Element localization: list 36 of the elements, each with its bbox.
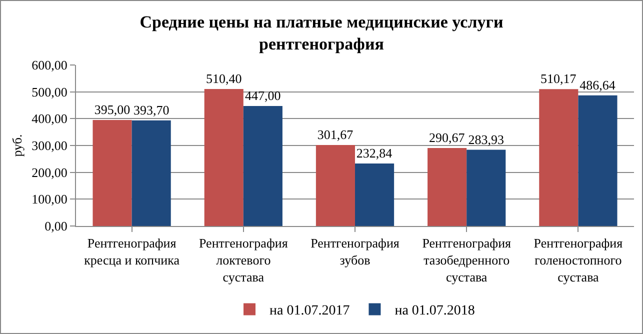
y-tick-label: 200,00 <box>32 164 68 180</box>
data-label: 393,70 <box>133 102 170 118</box>
chart-title: Средние цены на платные медицинские услуги рентгенография <box>140 12 504 54</box>
y-tick-label: 500,00 <box>32 84 68 100</box>
bar <box>204 89 244 226</box>
bar <box>132 120 171 226</box>
data-label: 290,67 <box>428 130 466 145</box>
legend-label: на 01.07.2017 <box>270 304 350 319</box>
bar <box>539 89 578 226</box>
bar <box>243 106 282 226</box>
bar <box>355 164 394 226</box>
y-tick-label: 300,00 <box>32 138 68 154</box>
x-tick-label: Рентгенография кресца и копчика <box>84 236 180 268</box>
x-tick-label: Рентгенография тазобедренного сустава <box>422 236 512 284</box>
x-tick-label: Рентгенография зубов <box>310 236 400 268</box>
y-tick-label: 0,00 <box>44 218 68 234</box>
y-axis-title: руб. <box>10 134 25 157</box>
y-tick-label: 600,00 <box>32 58 68 73</box>
data-label: 510,40 <box>206 71 242 86</box>
y-tick-label: 100,00 <box>32 192 68 207</box>
data-label: 232,84 <box>356 146 393 161</box>
data-label: 510,17 <box>540 71 577 86</box>
bar <box>316 145 355 226</box>
bar <box>428 148 467 226</box>
data-label: 395,00 <box>94 102 130 118</box>
bar <box>92 120 132 226</box>
data-label: 283,93 <box>468 132 504 147</box>
legend-label: на 01.07.2018 <box>394 304 475 319</box>
x-tick-label: Рентгенография голеностопного сустава <box>534 236 623 284</box>
y-tick-label: 400,00 <box>32 111 68 126</box>
data-label: 447,00 <box>245 88 281 104</box>
data-label: 486,64 <box>580 77 616 92</box>
data-label: 301,67 <box>317 127 354 142</box>
x-tick-label: Рентгенография локтевого сустава <box>198 236 288 284</box>
bar <box>466 150 506 226</box>
bar <box>578 95 618 226</box>
